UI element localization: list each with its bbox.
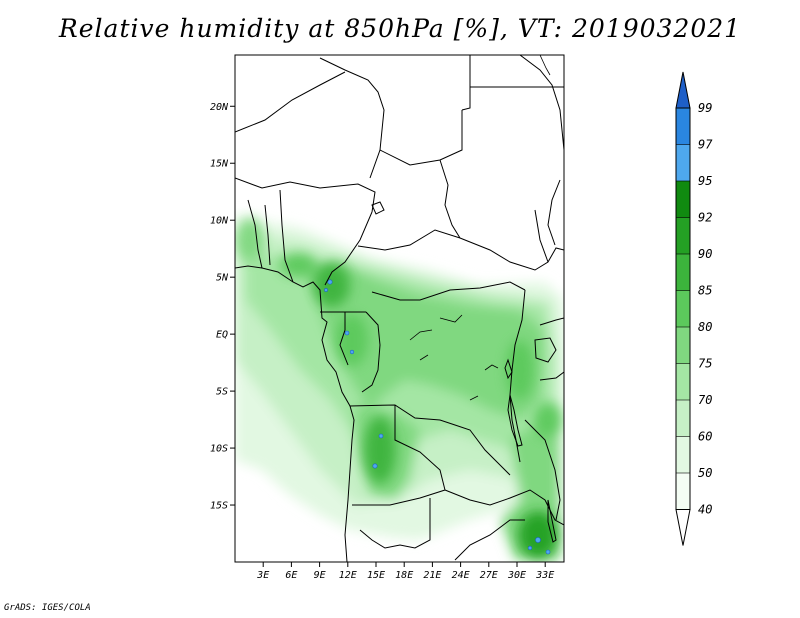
lon-label: 33E — [535, 570, 554, 581]
lake-victoria — [534, 337, 557, 363]
rh-patch-cameroon — [314, 263, 350, 307]
border-ivory-ghana — [247, 199, 263, 269]
lon-label: 3E — [256, 570, 269, 581]
border-car-drc — [371, 281, 526, 301]
rh-patch-nigeria — [280, 253, 316, 277]
colorbar-bottom-arrow — [675, 509, 691, 546]
lake-kivu — [504, 358, 513, 380]
border-namibia-botswana — [359, 498, 431, 549]
colorbar-label: 60 — [698, 430, 712, 444]
colorbar: 99 97 95 92 90 85 80 75 70 60 50 40 — [675, 71, 713, 546]
colorbar-label: 95 — [698, 174, 712, 188]
lake-malawi — [547, 499, 557, 543]
border-gabon-congo — [339, 312, 349, 366]
lon-label: 21E — [423, 570, 441, 581]
border-kenya-tanzania — [539, 371, 564, 381]
humidity-field — [235, 215, 564, 560]
border-benin-togo — [264, 204, 271, 266]
lon-label: 6E — [285, 570, 297, 581]
coastline-west — [235, 265, 355, 562]
lat-label: 10N — [210, 216, 229, 227]
border-angola-zambia — [352, 405, 446, 506]
border-chad-east — [439, 159, 461, 239]
border-algeria-libya — [319, 57, 385, 179]
colorbar-swatch — [676, 108, 690, 145]
colorbar-label: 99 — [698, 101, 712, 115]
lake-chad — [371, 201, 385, 215]
map-title: Relative humidity at 850hPa [%], VT: 201… — [58, 14, 742, 43]
country-borders — [235, 55, 564, 562]
colorbar-swatch — [676, 181, 690, 218]
border-nigeria-cameroon — [324, 211, 373, 286]
colorbar-label: 97 — [698, 138, 713, 152]
longitude-axis: 3E 6E 9E 12E 15E 18E 21E 24E 27E 30E 33E — [256, 562, 554, 581]
colorbar-swatch — [676, 144, 690, 181]
colorbar-top-arrow — [675, 71, 691, 109]
border-egypt-west — [461, 55, 471, 111]
map-frame — [234, 54, 565, 563]
lon-label: 30E — [507, 570, 526, 581]
border-chad-car — [357, 229, 461, 251]
credit-text: GrADS: IGES/COLA — [4, 603, 91, 613]
lakes — [371, 201, 557, 543]
border-drc-angola — [349, 404, 511, 476]
border-zimbabwe — [454, 519, 525, 561]
lat-label: 5S — [216, 387, 228, 398]
lon-label: 18E — [395, 570, 413, 581]
border-libya-chad — [379, 110, 463, 166]
border-drc-east — [509, 289, 526, 463]
rh-patch-angola — [364, 416, 396, 484]
coastline-details — [409, 55, 551, 401]
colorbar-swatch — [676, 254, 690, 291]
lat-label: EQ — [216, 330, 228, 341]
border-mali-niger — [235, 71, 346, 133]
colorbar-label: 70 — [698, 393, 712, 407]
colorbar-label: 90 — [698, 247, 712, 261]
colorbar-swatch — [676, 290, 690, 327]
rh-patch-westcoast — [236, 218, 264, 262]
border-ethiopia — [534, 209, 549, 263]
latitude-axis: 20N 15N 10N 5N EQ 5S 10S 15S — [210, 102, 235, 512]
colorbar-swatch — [676, 436, 690, 473]
colorbar-swatch — [676, 473, 690, 510]
lon-label: 9E — [314, 570, 326, 581]
lon-label: 12E — [339, 570, 357, 581]
lake-tanganyika — [507, 394, 523, 447]
colorbar-label: 75 — [698, 357, 712, 371]
colorbar-label: 92 — [698, 211, 712, 225]
border-tanzania — [524, 419, 561, 521]
border-sudan-ethiopia — [547, 179, 561, 246]
colorbar-swatch — [676, 327, 690, 364]
border-sudan-south — [459, 237, 564, 271]
border-uganda-kenya — [539, 317, 564, 326]
colorbar-label: 50 — [698, 466, 712, 480]
border-nigeria-benin — [279, 189, 294, 283]
rh-patch-east — [534, 402, 562, 438]
rh-patch-gabon — [336, 314, 368, 366]
border-zambia-south — [444, 489, 564, 526]
lon-label: 27E — [480, 570, 498, 581]
lon-label: 24E — [452, 570, 470, 581]
lat-label: 20N — [210, 102, 229, 113]
lat-label: 15N — [210, 159, 229, 170]
colorbar-label: 80 — [698, 320, 712, 334]
rh-region-70 — [300, 262, 545, 420]
rh-saturated-specks — [324, 279, 551, 555]
lat-label: 5N — [216, 273, 229, 284]
colorbar-swatch — [676, 400, 690, 437]
coast-redsea — [519, 55, 564, 151]
colorbar-label: 85 — [698, 284, 712, 298]
colorbar-label: 40 — [698, 503, 712, 517]
lon-label: 15E — [367, 570, 385, 581]
colorbar-swatch — [676, 217, 690, 254]
lat-label: 15S — [210, 501, 228, 512]
border-congo-drc — [361, 311, 381, 393]
lat-label: 10S — [210, 444, 228, 455]
border-niger-nigeria — [235, 177, 376, 213]
colorbar-swatch — [676, 363, 690, 400]
rh-patch-lakes — [506, 340, 534, 400]
